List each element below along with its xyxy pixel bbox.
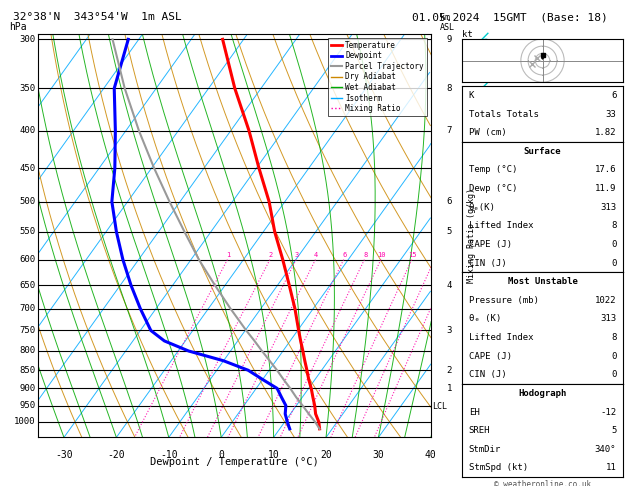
Text: Dewp (°C): Dewp (°C) (469, 184, 517, 193)
Text: Most Unstable: Most Unstable (508, 277, 577, 286)
Text: StmSpd (kt): StmSpd (kt) (469, 464, 528, 472)
Text: 17.6: 17.6 (595, 165, 616, 174)
Text: -10: -10 (160, 450, 177, 459)
Text: Lifted Index: Lifted Index (469, 333, 533, 342)
Text: θₑ (K): θₑ (K) (469, 314, 501, 323)
Text: 15: 15 (408, 252, 417, 258)
Text: 0: 0 (611, 259, 616, 267)
Text: PW (cm): PW (cm) (469, 128, 506, 137)
Text: 500: 500 (19, 197, 36, 206)
Text: 900: 900 (19, 384, 36, 393)
Text: 33: 33 (606, 109, 616, 119)
Text: 7: 7 (447, 126, 452, 135)
Text: 850: 850 (19, 366, 36, 375)
Text: 1: 1 (226, 252, 230, 258)
Text: 20: 20 (320, 450, 332, 459)
Text: 40: 40 (425, 450, 437, 459)
Text: 450: 450 (19, 164, 36, 173)
Text: 750: 750 (19, 326, 36, 335)
Text: 8: 8 (363, 252, 367, 258)
Text: LCL: LCL (431, 402, 447, 411)
Text: θₑ(K): θₑ(K) (469, 203, 496, 212)
Text: 340°: 340° (595, 445, 616, 454)
Text: km
ASL: km ASL (440, 13, 455, 32)
Text: 11: 11 (606, 464, 616, 472)
Text: Surface: Surface (524, 147, 561, 156)
Text: Hodograph: Hodograph (518, 389, 567, 398)
Text: 0: 0 (611, 370, 616, 379)
Text: 1: 1 (447, 384, 452, 393)
Text: EH: EH (469, 408, 479, 417)
Text: 3: 3 (295, 252, 299, 258)
Text: 8: 8 (611, 333, 616, 342)
Text: 1000: 1000 (14, 417, 36, 426)
Text: 10: 10 (377, 252, 386, 258)
Text: CAPE (J): CAPE (J) (469, 352, 512, 361)
Text: 0: 0 (611, 240, 616, 249)
Text: 0: 0 (611, 352, 616, 361)
Text: StmDir: StmDir (469, 445, 501, 454)
Text: 01.05.2024  15GMT  (Base: 18): 01.05.2024 15GMT (Base: 18) (412, 12, 608, 22)
Text: 350: 350 (19, 84, 36, 93)
Text: K: K (469, 91, 474, 100)
Text: hPa: hPa (9, 21, 27, 32)
Text: CAPE (J): CAPE (J) (469, 240, 512, 249)
Text: Lifted Index: Lifted Index (469, 221, 533, 230)
Text: © weatheronline.co.uk: © weatheronline.co.uk (494, 480, 591, 486)
Text: 2: 2 (447, 366, 452, 375)
Text: 550: 550 (19, 227, 36, 237)
Text: 11.9: 11.9 (595, 184, 616, 193)
Legend: Temperature, Dewpoint, Parcel Trajectory, Dry Adiabat, Wet Adiabat, Isotherm, Mi: Temperature, Dewpoint, Parcel Trajectory… (328, 38, 427, 116)
Text: 6: 6 (342, 252, 347, 258)
Text: 5: 5 (447, 227, 452, 237)
Text: 30: 30 (372, 450, 384, 459)
Text: 32°38'N  343°54'W  1m ASL: 32°38'N 343°54'W 1m ASL (13, 12, 181, 22)
Text: SREH: SREH (469, 426, 490, 435)
Text: 5: 5 (611, 426, 616, 435)
Text: 600: 600 (19, 255, 36, 264)
Text: 1022: 1022 (595, 296, 616, 305)
Text: -20: -20 (108, 450, 125, 459)
Text: 4: 4 (447, 280, 452, 290)
Text: CIN (J): CIN (J) (469, 370, 506, 379)
Text: Temp (°C): Temp (°C) (469, 165, 517, 174)
Text: Pressure (mb): Pressure (mb) (469, 296, 538, 305)
Text: 313: 313 (600, 203, 616, 212)
Text: -30: -30 (55, 450, 73, 459)
X-axis label: Dewpoint / Temperature (°C): Dewpoint / Temperature (°C) (150, 457, 319, 467)
Text: 8: 8 (611, 221, 616, 230)
Text: 2: 2 (269, 252, 273, 258)
Text: CIN (J): CIN (J) (469, 259, 506, 267)
Text: 9: 9 (447, 35, 452, 44)
Text: 6: 6 (611, 91, 616, 100)
Text: 650: 650 (19, 280, 36, 290)
Text: 3: 3 (447, 326, 452, 335)
Text: 800: 800 (19, 347, 36, 355)
Text: 1.82: 1.82 (595, 128, 616, 137)
Text: Totals Totals: Totals Totals (469, 109, 538, 119)
Text: Mixing Ratio (g/kg): Mixing Ratio (g/kg) (467, 188, 476, 283)
Text: 313: 313 (600, 314, 616, 323)
Text: 8: 8 (447, 84, 452, 93)
Text: 400: 400 (19, 126, 36, 135)
Text: kt: kt (462, 30, 473, 39)
Text: 700: 700 (19, 304, 36, 313)
Text: 300: 300 (19, 35, 36, 44)
Text: 6: 6 (447, 197, 452, 206)
Text: 950: 950 (19, 401, 36, 410)
Text: 4: 4 (314, 252, 318, 258)
Text: 0: 0 (218, 450, 224, 459)
Text: -12: -12 (600, 408, 616, 417)
Text: 10: 10 (268, 450, 279, 459)
